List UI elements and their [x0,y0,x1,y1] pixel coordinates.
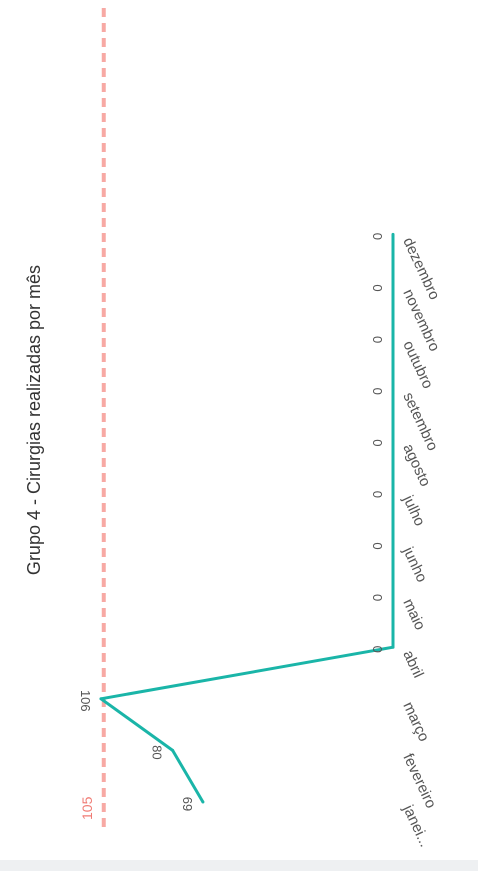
data-label-12: 0 [370,233,385,240]
data-point-1 [201,800,205,804]
x-tick-label-2: fevereiro [399,751,439,811]
data-label-10: 0 [370,336,385,343]
x-tick-label-7: julho [399,492,428,529]
data-point-3 [99,697,103,701]
data-label-6: 0 [370,542,385,549]
bottom-strip [0,860,478,871]
chart-title: Grupo 4 - Cirurgias realizadas por mês [24,265,44,575]
data-label-7: 0 [370,491,385,498]
data-label-11: 0 [370,284,385,291]
data-point-9 [391,387,395,391]
data-label-9: 0 [370,388,385,395]
data-label-3: 106 [78,690,93,712]
data-point-12 [391,232,395,236]
x-tick-label-4: abril [399,648,426,681]
data-point-2 [171,748,175,752]
data-label-8: 0 [370,439,385,446]
reference-line-label: 105 [79,796,95,820]
data-point-5 [391,594,395,598]
data-point-10 [391,336,395,340]
x-tick-label-3: março [399,699,432,744]
data-point-8 [391,439,395,443]
series-line [99,234,395,803]
data-point-7 [391,490,395,494]
data-point-6 [391,542,395,546]
data-point-11 [391,284,395,288]
x-tick-label-9: setembro [399,390,441,454]
data-point-4 [391,645,395,649]
data-label-5: 0 [370,594,385,601]
data-label-2: 80 [150,745,165,759]
data-label-4: 0 [370,646,385,653]
x-tick-label-5: maio [399,596,428,633]
x-tick-label-6: junho [399,544,430,585]
data-label-1: 69 [180,797,195,811]
